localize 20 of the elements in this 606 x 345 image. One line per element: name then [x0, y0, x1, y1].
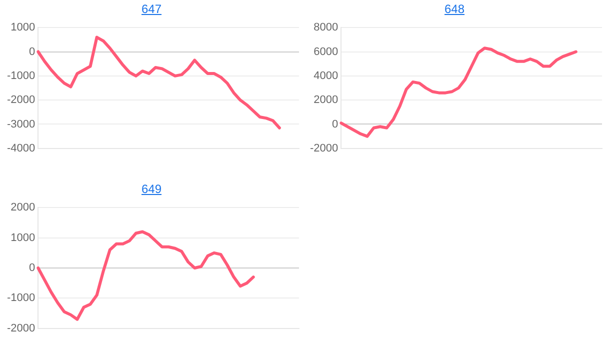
y-tick-label: 2000 — [314, 94, 338, 106]
y-tick-label: 0 — [332, 118, 338, 130]
y-tick-label: 0 — [29, 46, 36, 58]
y-tick-label: 4000 — [314, 70, 338, 82]
chart-title: 648 — [444, 2, 465, 16]
y-tick-label: -4000 — [6, 142, 36, 154]
y-tick-label: 0 — [29, 262, 36, 274]
y-tick-label: -2000 — [6, 94, 36, 106]
y-tick-label: -2000 — [6, 322, 36, 334]
y-tick-label: 1000 — [10, 232, 36, 244]
y-tick-label: 2000 — [10, 202, 36, 214]
y-tick-label: -1000 — [6, 292, 36, 304]
chart-title: 647 — [141, 2, 162, 16]
y-tick-label: 1000 — [10, 22, 36, 34]
y-tick-label: -1000 — [6, 70, 36, 82]
chart-title: 649 — [141, 182, 162, 196]
y-tick-label: 8000 — [314, 22, 338, 34]
y-tick-label: -3000 — [6, 118, 36, 130]
y-tick-label: -2000 — [310, 142, 338, 154]
y-tick-label: 6000 — [314, 46, 338, 58]
